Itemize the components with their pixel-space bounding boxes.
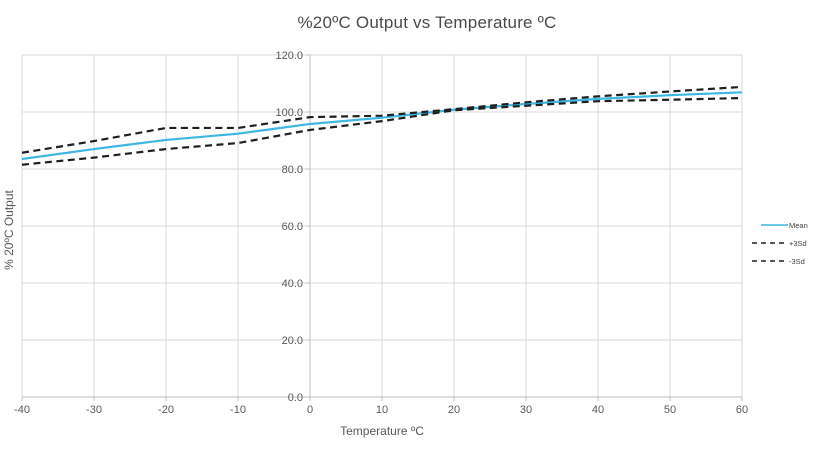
legend-swatch-line [761, 224, 788, 226]
x-tick-label: -40 [14, 404, 30, 416]
x-axis-title: Temperature ºC [340, 424, 424, 438]
legend: Mean +3Sd -3Sd [751, 216, 808, 270]
legend-swatch-line [752, 260, 788, 262]
y-tick-label: 20.0 [282, 335, 303, 347]
legend-swatch-line [752, 242, 788, 244]
y-tick-label: 80.0 [282, 164, 303, 176]
legend-label: Mean [789, 220, 808, 230]
series-line-Mean [21, 91, 743, 161]
x-tick-label: 60 [736, 404, 748, 416]
x-tick-label: 50 [664, 404, 676, 416]
x-tick-label: -30 [86, 404, 102, 416]
y-tick-label: 40.0 [282, 278, 303, 290]
y-tick-label: 100.0 [275, 107, 303, 119]
x-tick-label: 30 [520, 404, 532, 416]
x-tick-label: -10 [230, 404, 246, 416]
x-tick-label: 20 [448, 404, 460, 416]
legend-item: Mean [751, 216, 808, 234]
legend-label: -3Sd [789, 256, 805, 266]
x-tick-label: 0 [307, 404, 313, 416]
y-tick-label: 60.0 [282, 221, 303, 233]
chart-title: %20ºC Output vs Temperature ºC [297, 13, 557, 32]
legend-item: +3Sd [751, 234, 808, 252]
legend-item: -3Sd [751, 252, 808, 270]
x-tick-label: 10 [376, 404, 388, 416]
series-line-minus3Sd [21, 96, 743, 166]
y-tick-label: 0.0 [288, 392, 303, 404]
series-line-plus3Sd [21, 85, 743, 154]
x-tick-label: 40 [592, 404, 604, 416]
x-tick-label: -20 [158, 404, 174, 416]
legend-label: +3Sd [789, 238, 807, 248]
y-tick-label: 120.0 [275, 50, 303, 62]
